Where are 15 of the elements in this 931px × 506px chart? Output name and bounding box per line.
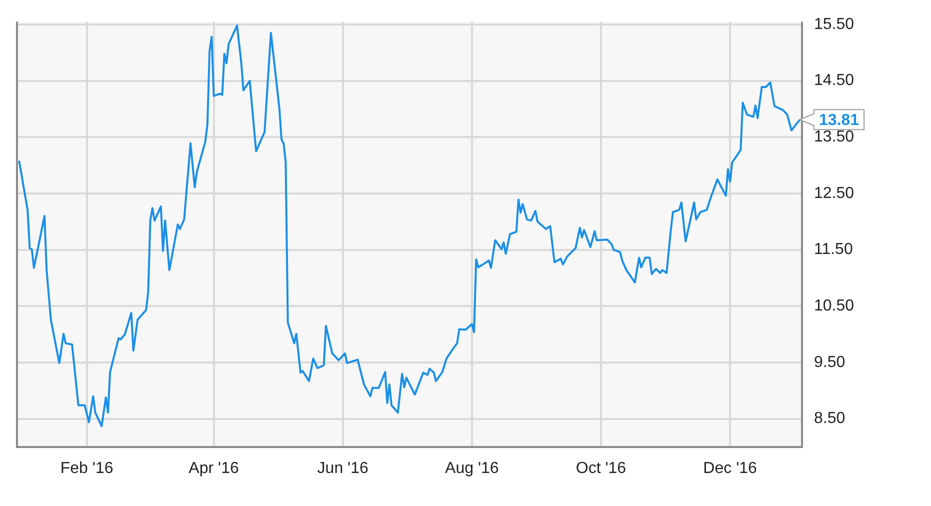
x-tick-label: Oct '16 [576, 460, 626, 478]
y-tick-label: 9.50 [814, 354, 846, 371]
y-tick-label: 13.50 [814, 128, 854, 146]
x-tick-label: Aug '16 [445, 460, 499, 478]
y-tick-label: 14.50 [814, 72, 854, 90]
y-tick-label: 11.50 [814, 241, 853, 258]
y-tick-label: 15.50 [814, 16, 854, 33]
x-tick-label: Feb '16 [60, 460, 114, 478]
annotation: 13.81 [819, 112, 860, 130]
x-tick-label: Dec '16 [703, 460, 758, 478]
x-tick-label: Jun '16 [317, 460, 368, 478]
y-tick-label: 8.50 [814, 410, 846, 428]
y-tick-label: 10.50 [814, 298, 854, 315]
x-tick-label: Apr '16 [188, 460, 239, 478]
y-tick-label: 12.50 [814, 184, 854, 202]
